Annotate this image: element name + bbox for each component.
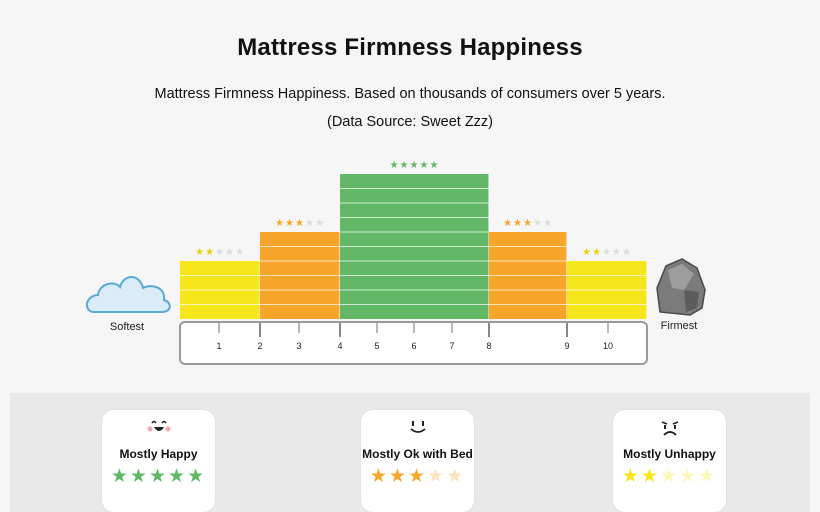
star-icon: ★ bbox=[187, 466, 207, 487]
bar-star-rating: ★★★★★ bbox=[275, 218, 325, 229]
scale-tick-label: 8 bbox=[486, 341, 491, 351]
legend-star-rating: ★★★★★ bbox=[613, 465, 726, 488]
legend-card: Mostly Ok with Bed ★★★★★ bbox=[361, 410, 474, 512]
legend-label: Mostly Unhappy bbox=[623, 447, 716, 461]
star-icon: ★ bbox=[659, 466, 680, 487]
star-icon: ★ bbox=[129, 466, 149, 487]
legend-card: Mostly Unhappy ★★★★★ bbox=[613, 410, 726, 512]
star-icon: ★ bbox=[621, 466, 641, 487]
firmness-chart: ★★★★★ ★★★★★ ★★★★★ ★★★★★ ★★★★★ 1 2 3 4 5 6 7 8 9 10 So… bbox=[86, 160, 706, 365]
scale-tick-label: 7 bbox=[449, 341, 454, 351]
scale-tick-label: 6 bbox=[411, 341, 416, 351]
scale-tick-label: 5 bbox=[374, 341, 379, 351]
bar-star-ratings: ★★★★★ ★★★★★ ★★★★★ ★★★★★ ★★★★★ bbox=[195, 160, 632, 258]
star-icon: ★ bbox=[148, 466, 169, 487]
scale-ticks: 1 2 3 4 5 6 7 8 9 10 bbox=[216, 323, 613, 351]
scale-tick-label: 9 bbox=[564, 341, 569, 351]
scale-tick-label: 10 bbox=[603, 341, 613, 351]
firmness-scale bbox=[179, 321, 648, 365]
legend-label: Mostly Ok with Bed bbox=[362, 447, 473, 461]
rock-icon bbox=[656, 258, 706, 316]
scale-tick-label: 2 bbox=[257, 341, 262, 351]
bar-star-rating: ★★★★★ bbox=[390, 160, 440, 171]
legend-card: Mostly Happy ★★★★★ bbox=[102, 410, 215, 512]
cloud-icon bbox=[86, 276, 171, 313]
softest-label: Softest bbox=[110, 321, 144, 333]
bar-star-rating: ★★★★★ bbox=[195, 247, 245, 258]
star-icon: ★ bbox=[388, 466, 408, 487]
bar-star-rating: ★★★★★ bbox=[582, 247, 632, 258]
chart-subtitle: Mattress Firmness Happiness. Based on th… bbox=[154, 86, 666, 102]
scale-tick-label: 1 bbox=[216, 341, 221, 351]
legend-star-rating: ★★★★★ bbox=[361, 465, 474, 488]
happy-face-icon bbox=[102, 418, 215, 443]
star-icon: ★ bbox=[446, 466, 466, 487]
scale-box bbox=[179, 321, 648, 365]
star-icon: ★ bbox=[698, 466, 718, 487]
star-icon: ★ bbox=[640, 466, 660, 487]
sad-face-icon bbox=[613, 418, 726, 443]
bars bbox=[180, 174, 648, 319]
star-icon: ★ bbox=[407, 466, 428, 487]
firmest-label: Firmest bbox=[661, 320, 698, 332]
star-icon: ★ bbox=[168, 466, 188, 487]
star-icon: ★ bbox=[369, 466, 389, 487]
scale-tick-label: 4 bbox=[337, 341, 342, 351]
star-icon: ★ bbox=[679, 466, 699, 487]
star-icon: ★ bbox=[110, 466, 130, 487]
legend-star-rating: ★★★★★ bbox=[102, 465, 215, 488]
data-source: (Data Source: Sweet Zzz) bbox=[327, 114, 493, 130]
star-icon: ★ bbox=[427, 466, 447, 487]
scale-tick-label: 3 bbox=[296, 341, 301, 351]
chart-title: Mattress Firmness Happiness bbox=[237, 34, 583, 61]
bar-star-rating: ★★★★★ bbox=[503, 218, 553, 229]
neutral-face-icon bbox=[361, 418, 474, 443]
legend-label: Mostly Happy bbox=[119, 447, 198, 461]
